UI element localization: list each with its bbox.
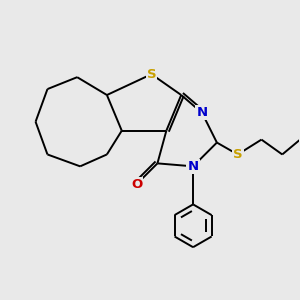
- Text: N: N: [196, 106, 208, 119]
- Text: S: S: [147, 68, 156, 81]
- Text: S: S: [233, 148, 242, 161]
- Text: N: N: [188, 160, 199, 173]
- Text: O: O: [131, 178, 142, 191]
